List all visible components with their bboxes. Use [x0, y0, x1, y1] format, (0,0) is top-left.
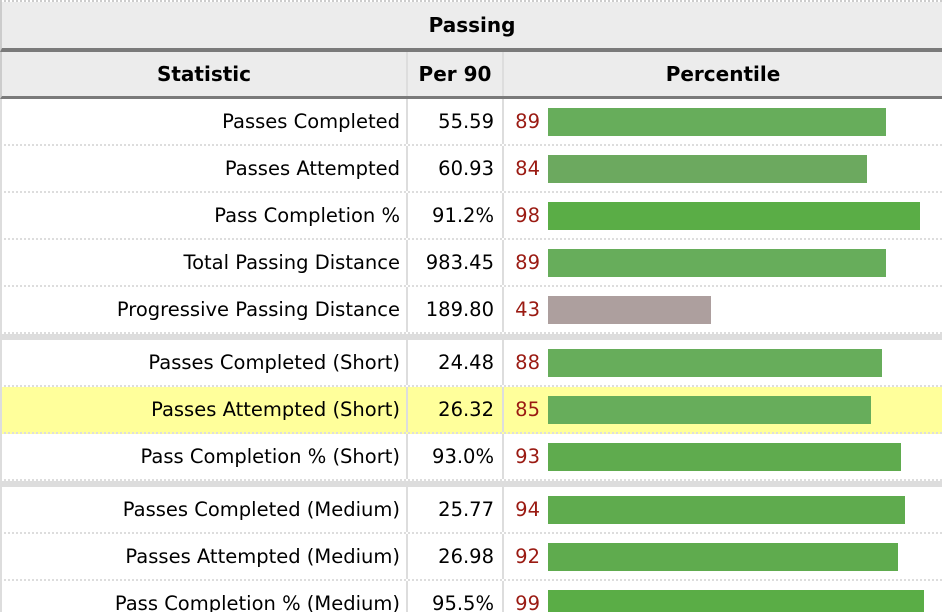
- percentile-cell: 43: [504, 287, 942, 332]
- per90-value: 26.98: [408, 534, 504, 579]
- percentile-cell: 94: [504, 487, 942, 532]
- stat-name: Passes Completed (Short): [2, 340, 408, 385]
- percentile-value: 98: [515, 204, 540, 227]
- per90-value: 93.0%: [408, 434, 504, 479]
- per90-value: 983.45: [408, 240, 504, 285]
- percentile-bar: [548, 154, 868, 183]
- percentile-bar: [548, 395, 871, 424]
- percentile-bar: [548, 295, 712, 324]
- percentile-bar: [548, 107, 887, 136]
- percentile-cell: 85: [504, 387, 942, 432]
- percentile-value: 89: [515, 251, 540, 274]
- header-per90[interactable]: Per 90: [408, 52, 504, 96]
- table-row[interactable]: Passes Attempted (Medium) 26.98 92: [0, 534, 942, 581]
- per90-value: 24.48: [408, 340, 504, 385]
- stat-name: Pass Completion %: [2, 193, 408, 238]
- percentile-value: 94: [515, 498, 540, 521]
- group-separator: [0, 334, 942, 340]
- percentile-cell: 93: [504, 434, 942, 479]
- table-row[interactable]: Passes Completed 55.59 89: [0, 99, 942, 146]
- table-header: Statistic Per 90 Percentile: [0, 52, 942, 99]
- percentile-cell: 98: [504, 193, 942, 238]
- percentile-bar: [548, 542, 898, 571]
- table-body: Passes Completed 55.59 89 Passes Attempte…: [0, 99, 942, 612]
- table-row[interactable]: Passes Completed (Medium) 25.77 94: [0, 487, 942, 534]
- percentile-value: 84: [515, 157, 540, 180]
- header-statistic[interactable]: Statistic: [2, 52, 408, 96]
- percentile-cell: 89: [504, 240, 942, 285]
- percentile-value: 99: [515, 592, 540, 612]
- percentile-value: 92: [515, 545, 540, 568]
- percentile-cell: 99: [504, 581, 942, 612]
- table-row[interactable]: Passes Completed (Short) 24.48 88: [0, 340, 942, 387]
- table-row[interactable]: Pass Completion % 91.2% 98: [0, 193, 942, 240]
- stat-name: Passes Completed (Medium): [2, 487, 408, 532]
- stat-name: Passes Attempted (Medium): [2, 534, 408, 579]
- per90-value: 91.2%: [408, 193, 504, 238]
- table-row[interactable]: Pass Completion % (Short) 93.0% 93: [0, 434, 942, 481]
- stat-name: Progressive Passing Distance: [2, 287, 408, 332]
- stat-name: Passes Attempted: [2, 146, 408, 191]
- per90-value: 55.59: [408, 99, 504, 144]
- table-row[interactable]: Passes Attempted 60.93 84: [0, 146, 942, 193]
- percentile-cell: 84: [504, 146, 942, 191]
- percentile-value: 89: [515, 110, 540, 133]
- per90-value: 95.5%: [408, 581, 504, 612]
- per90-value: 189.80: [408, 287, 504, 332]
- percentile-bar: [548, 589, 925, 612]
- percentile-bar: [548, 442, 902, 471]
- percentile-cell: 89: [504, 99, 942, 144]
- percentile-bar: [548, 348, 883, 377]
- table-row[interactable]: Pass Completion % (Medium) 95.5% 99: [0, 581, 942, 612]
- percentile-bar: [548, 201, 921, 230]
- percentile-cell: 92: [504, 534, 942, 579]
- stat-name: Passes Completed: [2, 99, 408, 144]
- per90-value: 25.77: [408, 487, 504, 532]
- stat-name: Total Passing Distance: [2, 240, 408, 285]
- per90-value: 26.32: [408, 387, 504, 432]
- percentile-bar: [548, 495, 906, 524]
- percentile-value: 43: [515, 298, 540, 321]
- table-row[interactable]: Passes Attempted (Short) 26.32 85: [0, 387, 942, 434]
- per90-value: 60.93: [408, 146, 504, 191]
- group-separator: [0, 481, 942, 487]
- table-row[interactable]: Total Passing Distance 983.45 89: [0, 240, 942, 287]
- percentile-value: 85: [515, 398, 540, 421]
- stat-name: Pass Completion % (Short): [2, 434, 408, 479]
- percentile-bar: [548, 248, 887, 277]
- header-percentile[interactable]: Percentile: [665, 62, 781, 86]
- stat-name: Pass Completion % (Medium): [2, 581, 408, 612]
- stat-name: Passes Attempted (Short): [2, 387, 408, 432]
- table-title: Passing: [0, 2, 942, 52]
- percentile-value: 88: [515, 351, 540, 374]
- table-row[interactable]: Progressive Passing Distance 189.80 43: [0, 287, 942, 334]
- percentile-value: 93: [515, 445, 540, 468]
- percentile-cell: 88: [504, 340, 942, 385]
